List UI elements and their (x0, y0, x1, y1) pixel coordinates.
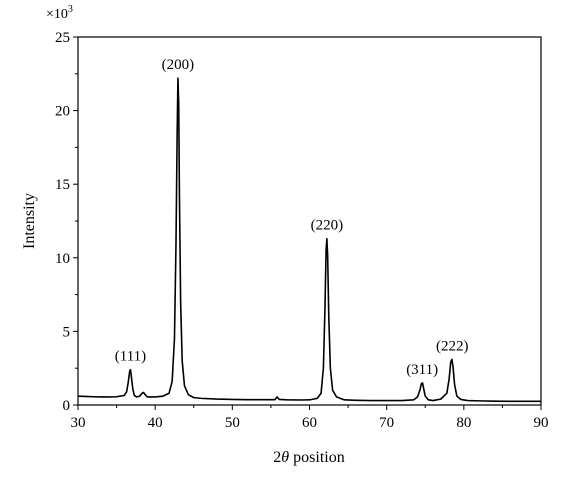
x-tick-label: 40 (148, 415, 163, 431)
peak-label: (311) (406, 362, 438, 378)
y-multiplier-label: ×103 (46, 4, 73, 22)
peak-label: (222) (436, 338, 469, 354)
x-tick-label: 70 (379, 415, 394, 431)
x-axis-label-suffix: position (289, 449, 345, 466)
peak-label: (220) (311, 218, 344, 234)
y-multiplier-base: ×10 (46, 7, 68, 22)
y-tick-label: 15 (55, 177, 70, 193)
x-axis-label: 2θ position (273, 449, 344, 466)
y-tick-label: 10 (55, 251, 70, 267)
series-line (77, 77, 541, 403)
y-tick-label: 25 (55, 30, 70, 46)
y-tick-label: 5 (63, 324, 71, 340)
x-axis-label-symbol: θ (281, 449, 289, 466)
plot-frame (77, 36, 542, 406)
x-tick-label: 30 (71, 415, 86, 431)
x-tick-label: 60 (302, 415, 317, 431)
plot-layer: 30 40 50 60 70 80 90 0 5 10 15 20 25 (111) (200) (220) (… (55, 30, 549, 431)
x-tick-label: 50 (225, 415, 240, 431)
x-tick-label: 80 (456, 415, 471, 431)
y-tick-label: 20 (55, 104, 70, 120)
peak-label: (200) (162, 57, 195, 73)
x-axis-label-prefix: 2 (273, 449, 281, 466)
y-tick-label: 0 (63, 398, 71, 414)
y-multiplier-exponent: 3 (68, 4, 73, 15)
peak-label: (111) (115, 349, 146, 365)
x-tick-label: 90 (534, 415, 549, 431)
y-axis-label: Intensity (21, 193, 38, 249)
